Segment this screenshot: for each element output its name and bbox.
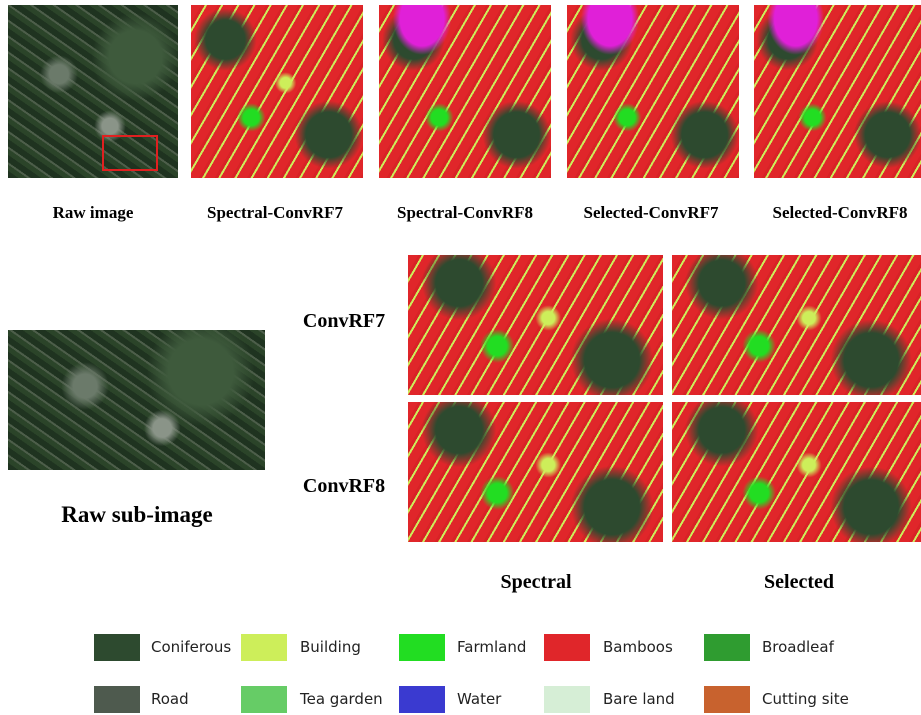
legend-swatch (399, 686, 445, 713)
row-label: ConvRF7 (303, 310, 385, 333)
legend-swatch (704, 634, 750, 661)
sub-image-box (102, 135, 158, 171)
legend-label: Road (151, 690, 189, 708)
legend-swatch (544, 686, 590, 713)
classification-map (379, 5, 551, 178)
legend-swatch (241, 634, 287, 661)
legend-label: Broadleaf (762, 638, 834, 656)
caption: Raw sub-image (61, 502, 212, 528)
legend-swatch (241, 686, 287, 713)
classification-map (191, 5, 363, 178)
caption: Spectral-ConvRF7 (207, 203, 343, 223)
sub-classification-map (672, 255, 921, 395)
column-label: Selected (764, 571, 834, 594)
caption: Spectral-ConvRF8 (397, 203, 533, 223)
caption: Selected-ConvRF7 (583, 203, 718, 223)
legend-swatch (94, 686, 140, 713)
figure: Raw image Spectral-ConvRF7 Spectral-Conv… (0, 0, 921, 715)
classification-map (567, 5, 739, 178)
sub-classification-map (672, 402, 921, 542)
legend-label: Tea garden (300, 690, 383, 708)
legend-swatch (94, 634, 140, 661)
legend-label: Coniferous (151, 638, 231, 656)
legend-label: Water (457, 690, 501, 708)
legend-label: Farmland (457, 638, 526, 656)
legend-swatch (704, 686, 750, 713)
legend-label: Bare land (603, 690, 675, 708)
legend-label: Cutting site (762, 690, 849, 708)
classification-map (754, 5, 921, 178)
legend-label: Bamboos (603, 638, 673, 656)
sub-classification-map (408, 255, 663, 395)
sub-classification-map (408, 402, 663, 542)
column-label: Spectral (500, 571, 571, 594)
legend-label: Building (300, 638, 361, 656)
legend-swatch (399, 634, 445, 661)
row-label: ConvRF8 (303, 475, 385, 498)
caption: Raw image (53, 203, 134, 223)
raw-sub-image (8, 330, 265, 470)
raw-image (8, 5, 178, 178)
legend-swatch (544, 634, 590, 661)
caption: Selected-ConvRF8 (772, 203, 907, 223)
